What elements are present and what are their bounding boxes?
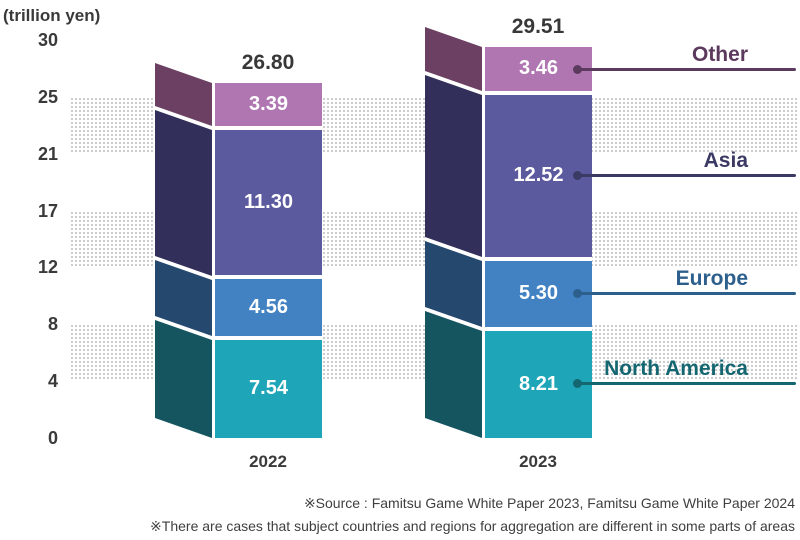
x-category-label: 2023 (519, 452, 557, 471)
bar-side-segment-north-america (155, 319, 212, 438)
legend-label-europe: Europe (675, 266, 748, 290)
legend-dot (573, 379, 582, 389)
legend-label-other: Other (691, 42, 748, 66)
y-tick-label: 4 (47, 371, 58, 392)
segment-value-label: 3.39 (249, 92, 288, 115)
segment-value-label: 4.56 (249, 296, 288, 319)
legend-leader-line (578, 174, 796, 178)
legend-leader-line (578, 68, 796, 72)
segment-value-label: 11.30 (244, 191, 293, 213)
bar-total-label: 26.80 (241, 50, 295, 74)
legend-label-north-america: North America (604, 356, 748, 380)
segment-value-label: 12.52 (513, 164, 564, 187)
y-tick-label: 30 (37, 30, 58, 50)
y-axis-unit-label: (trillion yen) (3, 6, 101, 25)
bar-side-3d (155, 62, 212, 438)
segment-value-label: 8.21 (519, 373, 558, 396)
bar-segment-north-america: 7.54 (215, 339, 322, 438)
legend-leader-line (578, 382, 796, 386)
bar-segment-asia: 11.30 (215, 129, 322, 276)
y-tick-label: 25 (37, 86, 58, 107)
y-tick-label: 12 (37, 257, 58, 278)
bar-face: 7.54 4.56 11.30 3.39 (212, 82, 322, 438)
y-tick-label: 21 (37, 143, 58, 164)
bar-side-segment-asia (155, 109, 212, 276)
legend-dot (573, 65, 582, 75)
bar-total-label: 29.51 (511, 14, 565, 38)
bar-face: 8.21 5.30 12.52 3.46 (482, 46, 592, 438)
footnote-note: ※There are cases that subject countries … (150, 518, 795, 534)
segment-value-label: 7.54 (249, 377, 288, 400)
segment-value-label: 3.46 (519, 57, 558, 80)
segment-value-label: 5.30 (519, 282, 558, 305)
bar-segment-other: 3.39 (215, 82, 322, 126)
footnote-source: ※Source : Famitsu Game White Paper 2023,… (303, 495, 795, 511)
y-tick-label: 0 (47, 428, 58, 448)
x-category-label: 2022 (249, 452, 287, 471)
legend-dot (573, 289, 582, 299)
legend-leader-line (578, 292, 796, 296)
y-tick-label: 8 (47, 314, 58, 335)
legend-dot (573, 171, 582, 181)
legend-label-asia: Asia (703, 148, 748, 172)
y-tick-label: 17 (37, 200, 58, 221)
footnotes: ※Source : Famitsu Game White Paper 2023,… (150, 492, 795, 538)
bar-segment-north-america: 8.21 (485, 331, 592, 438)
bar-segment-europe: 4.56 (215, 279, 322, 336)
